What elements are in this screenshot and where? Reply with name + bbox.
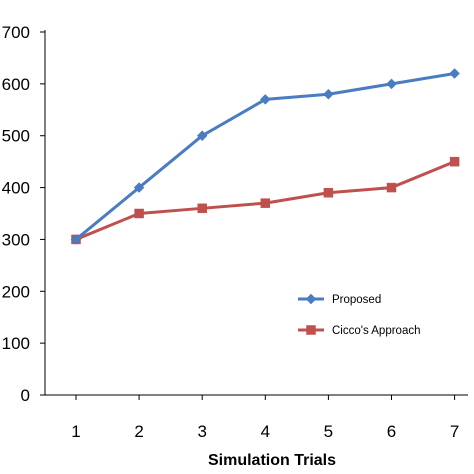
series-proposed [70,68,460,245]
chart-legend: Proposed Cicco's Approach [298,293,421,337]
y-tick-label: 600 [2,75,30,94]
data-point [323,88,334,100]
series-ciccos-approach [71,156,460,245]
legend-label: Proposed [332,294,381,306]
data-point [386,182,397,193]
x-tick-label: 5 [324,422,333,441]
data-point [260,198,271,208]
legend-marker [306,325,316,335]
data-point [323,188,334,198]
y-axis-tick-labels: 0 100 200 300 400 500 600 700 [2,23,30,405]
data-point [196,130,208,142]
y-tick-label: 0 [21,386,30,405]
data-point [133,182,145,193]
y-tick-label: 100 [2,334,30,353]
x-axis-tick-labels: 1 2 3 4 5 6 7 [71,422,459,441]
legend-marker [305,293,317,305]
chart-axes [40,30,468,400]
data-point [197,203,207,214]
series-layer [70,68,460,245]
x-tick-label: 2 [134,422,143,441]
x-tick-label: 1 [71,422,80,441]
x-tick-label: 3 [197,422,206,441]
data-point [259,94,271,105]
legend-item: Proposed [298,293,381,306]
data-point [449,68,460,79]
x-tick-label: 6 [387,422,396,441]
x-tick-label: 4 [261,422,270,441]
y-tick-label: 400 [2,179,30,198]
legend-label: Cicco's Approach [332,325,421,337]
x-axis-title: Simulation Trials [208,452,336,469]
data-point [386,78,397,90]
legend-item: Cicco's Approach [298,325,421,337]
y-tick-label: 300 [2,230,30,249]
x-tick-label: 7 [450,422,459,441]
y-tick-label: 200 [2,282,30,301]
data-point [449,156,460,167]
y-tick-label: 700 [2,23,30,42]
y-tick-label: 500 [2,127,30,146]
data-point [134,208,144,219]
data-point [70,234,82,245]
